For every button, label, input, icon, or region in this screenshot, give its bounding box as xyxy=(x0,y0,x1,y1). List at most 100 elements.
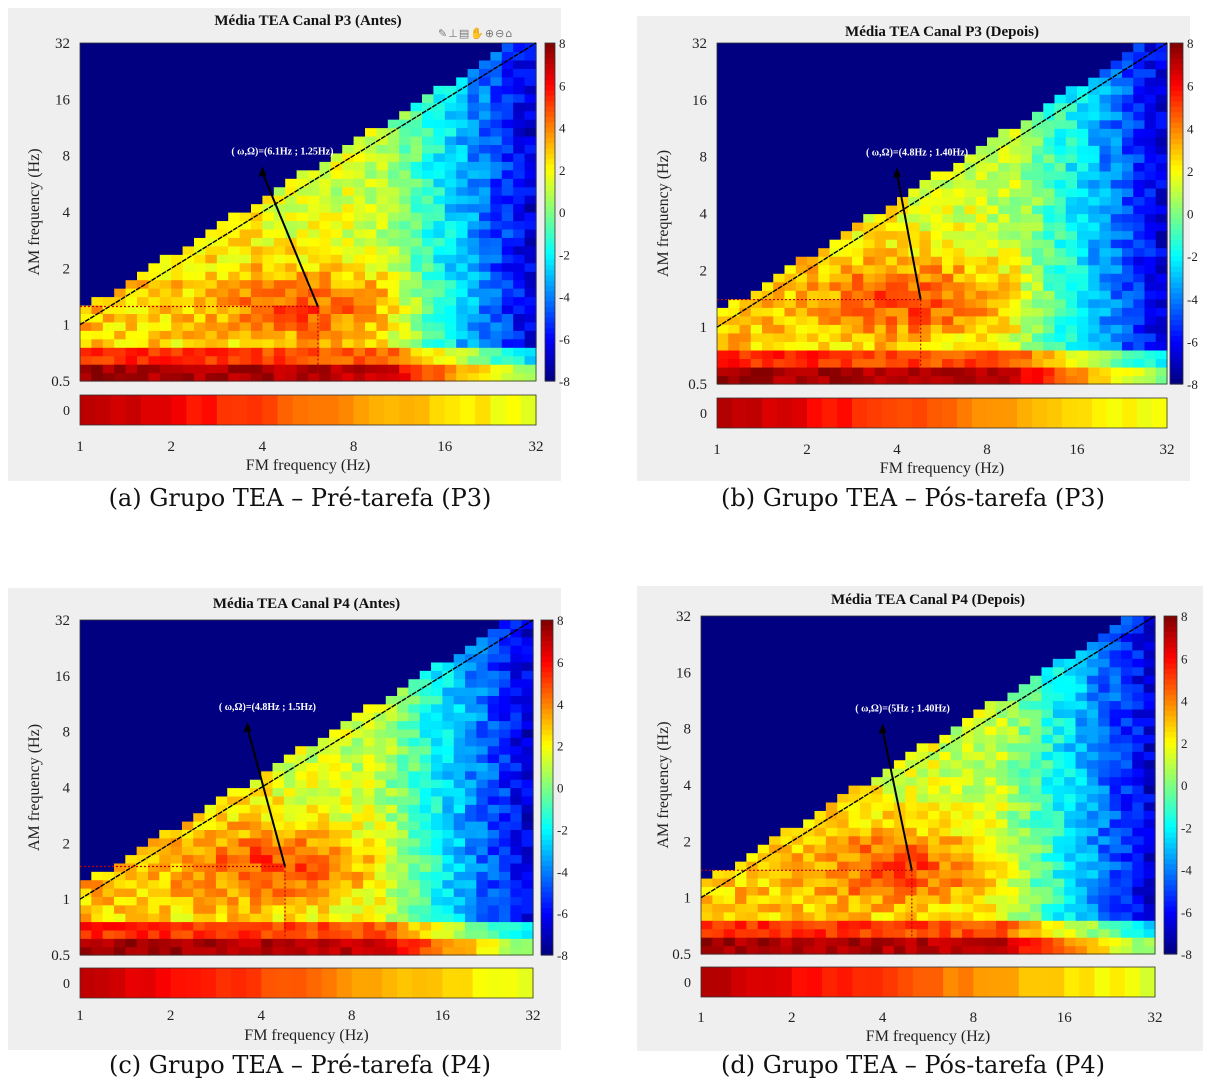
heatmap-cell xyxy=(908,315,921,325)
colorbar-cell xyxy=(545,227,555,234)
heatmap-cell xyxy=(487,938,500,948)
heatmap-cell xyxy=(964,315,977,325)
heatmap-cell xyxy=(1020,256,1033,266)
heatmap-cell xyxy=(998,85,1011,95)
heatmap-cell xyxy=(351,929,364,939)
heatmap-cell xyxy=(442,821,455,830)
export-icon[interactable]: ▤ xyxy=(458,27,471,40)
heatmap-cell xyxy=(306,712,319,722)
heatmap-cell xyxy=(159,703,172,713)
heatmap-cell xyxy=(262,43,275,53)
pan-icon[interactable]: ✋ xyxy=(470,27,485,40)
heatmap-cell xyxy=(272,745,285,755)
home-icon[interactable]: ⌂ xyxy=(505,27,514,40)
heatmap-cell xyxy=(80,304,92,314)
diagonal-line xyxy=(79,42,537,326)
zoom-out-icon[interactable]: ⊖ xyxy=(495,27,506,40)
heatmap-cell xyxy=(829,324,842,334)
heatmap-cell xyxy=(807,324,819,334)
heatmap-cell xyxy=(444,228,457,238)
heatmap-cell xyxy=(513,51,526,61)
heatmap-cell xyxy=(1054,273,1067,283)
heatmap-cell xyxy=(251,186,263,196)
heatmap-cell xyxy=(216,288,229,298)
heatmap-cell xyxy=(750,94,763,104)
heatmap-cell xyxy=(1110,366,1123,377)
heatmap-cell xyxy=(329,896,342,906)
heatmap-cell xyxy=(465,888,477,897)
heatmap-cell xyxy=(239,228,252,238)
heatmap-cell xyxy=(329,728,342,738)
heatmap-cell xyxy=(91,135,104,145)
heatmap-cell xyxy=(476,762,489,772)
heatmap-cell xyxy=(431,737,443,747)
heatmap-cell xyxy=(170,620,183,629)
heatmap-cell xyxy=(919,230,932,240)
heatmap-cell xyxy=(773,366,786,377)
heatmap-cell xyxy=(340,938,353,948)
heatmap-cell xyxy=(1144,230,1157,240)
heatmap-cell xyxy=(91,779,104,789)
heatmap-cell xyxy=(739,247,752,257)
colorbar-tick-label: 4 xyxy=(1187,121,1194,136)
heatmap-cell xyxy=(1088,290,1101,300)
heatmap-cell xyxy=(114,203,127,213)
heatmap-cell xyxy=(136,703,149,713)
heatmap-cell xyxy=(125,372,138,382)
heatmap-cell xyxy=(91,279,104,289)
heatmap-cell xyxy=(125,228,138,238)
figure-toolbar[interactable]: ✎⊥▤✋⊕⊖⌂ xyxy=(438,27,513,40)
heatmap-cell xyxy=(930,213,943,223)
colorbar-cell xyxy=(545,101,555,107)
heatmap-cell xyxy=(238,703,251,713)
heatmap-cell xyxy=(490,271,503,281)
heatmap-cell xyxy=(340,787,353,797)
heatmap-cell xyxy=(784,102,797,112)
heatmap-cell xyxy=(453,946,466,956)
heatmap-cell xyxy=(431,636,443,646)
heatmap-cell xyxy=(1155,264,1168,274)
heatmap-cell xyxy=(750,375,763,385)
heatmap-cell xyxy=(114,110,127,120)
heatmap-cell xyxy=(317,687,330,696)
heatmap-cell xyxy=(863,102,876,112)
heatmap-cell xyxy=(239,254,252,264)
colorbar-cell xyxy=(1170,154,1183,161)
heatmap-cell xyxy=(1077,332,1089,342)
heatmap-cell xyxy=(908,102,921,112)
heatmap-cell xyxy=(717,51,729,61)
colorbar-frame xyxy=(544,42,556,382)
data-tips-icon[interactable]: ⊥ xyxy=(448,27,459,40)
heatmap-cell xyxy=(1009,94,1022,104)
heatmap-cell xyxy=(261,687,274,696)
brush-icon[interactable]: ✎ xyxy=(438,27,449,40)
heatmap-cell xyxy=(1065,85,1078,95)
heatmap-cell xyxy=(739,315,752,325)
colorbar-cell xyxy=(545,90,555,97)
heatmap-cell xyxy=(1065,136,1078,146)
strip-cell xyxy=(475,395,491,425)
heatmap-cell xyxy=(987,111,999,121)
heatmap-cell xyxy=(919,222,932,232)
heatmap-cell xyxy=(80,779,92,789)
heatmap-cell xyxy=(399,288,412,298)
heatmap-cell xyxy=(1110,264,1123,274)
heatmap-cell xyxy=(863,43,876,53)
heatmap-cell xyxy=(262,212,275,222)
heatmap-cell xyxy=(273,102,286,112)
heatmap-cell xyxy=(773,170,786,181)
heatmap-cell xyxy=(408,712,421,722)
heatmap-cell xyxy=(467,347,480,357)
heatmap-cell xyxy=(385,712,398,722)
heatmap-cell xyxy=(125,787,138,797)
heatmap-cell xyxy=(215,695,228,705)
heatmap-cell xyxy=(353,152,366,162)
heatmap-cell xyxy=(465,929,477,939)
heatmap-cell xyxy=(930,187,943,198)
heatmap-cell xyxy=(465,678,477,688)
heatmap-cell xyxy=(852,213,864,223)
heatmap-cell xyxy=(148,237,161,247)
heatmap-cell xyxy=(80,288,92,298)
heatmap-cell xyxy=(739,77,752,87)
zoom-in-icon[interactable]: ⊕ xyxy=(484,27,496,40)
